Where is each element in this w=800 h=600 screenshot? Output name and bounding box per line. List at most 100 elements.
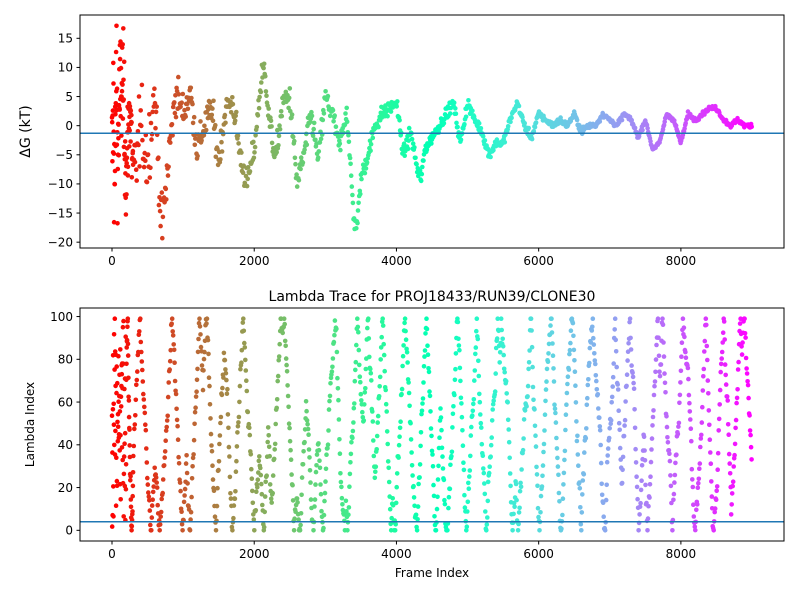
delta-g-point	[110, 108, 116, 113]
delta-g-point	[124, 192, 129, 197]
lambda-point	[131, 443, 137, 449]
lambda-point	[397, 425, 403, 431]
lambda-point	[610, 384, 615, 389]
lambda-point	[614, 364, 619, 370]
lambda-point	[414, 528, 420, 533]
delta-g-point	[110, 159, 115, 164]
lambda-point	[304, 418, 310, 423]
delta-g-point	[522, 121, 527, 126]
lambda-point	[390, 496, 396, 501]
lambda-point	[530, 364, 535, 370]
lambda-point	[579, 528, 584, 533]
lambda-point	[667, 458, 673, 464]
lambda-point	[505, 417, 511, 423]
lambda-point	[327, 393, 333, 399]
lambda-point	[695, 502, 700, 507]
delta-g-point	[482, 138, 488, 143]
lambda-point	[632, 407, 637, 412]
lambda-point	[415, 517, 420, 522]
delta-g-point	[370, 135, 376, 141]
lambda-point	[121, 471, 127, 477]
delta-g-point	[120, 42, 125, 47]
lambda-point	[612, 327, 617, 332]
lambda-point	[629, 363, 634, 368]
lambda-point	[174, 406, 179, 412]
lambda-point	[576, 463, 581, 469]
lambda-point	[127, 443, 132, 448]
delta-g-point	[199, 138, 204, 143]
lambda-point	[211, 488, 217, 494]
lambda-point	[152, 465, 157, 471]
lambda-point	[311, 528, 316, 533]
lambda-point	[142, 410, 148, 416]
delta-g-point	[113, 49, 119, 55]
lambda-point	[231, 515, 236, 521]
lambda-point	[347, 471, 353, 477]
lambda-point	[615, 387, 621, 392]
lambda-point	[234, 444, 240, 449]
delta-g-point	[153, 125, 158, 131]
lambda-point	[563, 412, 569, 418]
lambda-point	[617, 445, 623, 451]
delta-g-point	[147, 112, 152, 117]
lambda-point	[447, 486, 453, 492]
lambda-point	[696, 480, 701, 486]
lambda-point	[712, 506, 718, 511]
delta-g-point	[253, 133, 258, 138]
lambda-point	[742, 316, 747, 322]
lambda-point	[325, 442, 331, 448]
lambda-point	[135, 369, 140, 374]
delta-g-point	[416, 173, 421, 179]
delta-g-point	[344, 105, 350, 111]
lambda-point	[114, 478, 120, 484]
lambda-point	[290, 482, 295, 488]
delta-g-point	[529, 136, 535, 142]
lambda-point	[120, 324, 126, 330]
delta-g-point	[332, 113, 338, 118]
lambda-point	[593, 373, 599, 378]
lambda-point	[494, 336, 500, 341]
lambda-point	[283, 343, 289, 349]
lambda-point	[464, 524, 470, 529]
lambda-point	[481, 466, 486, 471]
lambda-point	[706, 391, 711, 396]
lambda-point	[564, 402, 569, 408]
delta-g-point	[180, 91, 186, 97]
lambda-point	[415, 504, 421, 509]
lambda-point	[725, 398, 730, 403]
lambda-point	[631, 386, 637, 392]
lambda-point	[712, 509, 717, 515]
lambda-point	[694, 507, 699, 513]
delta-g-point	[121, 97, 126, 102]
lambda-point	[237, 399, 242, 405]
lambda-point	[336, 417, 342, 422]
lambda-point	[552, 406, 558, 412]
lambda-point	[439, 445, 445, 451]
delta-g-point	[256, 105, 262, 111]
lambda-point	[468, 453, 473, 459]
delta-g-point	[502, 140, 508, 145]
lambda-point	[430, 464, 436, 469]
lambda-point	[132, 426, 137, 432]
lambda-point	[412, 503, 417, 509]
lambda-point	[561, 470, 567, 476]
lambda-point	[408, 437, 414, 442]
lambda-point	[255, 477, 261, 483]
delta-g-point	[240, 170, 246, 175]
lambda-point	[111, 401, 116, 407]
delta-g-point	[325, 93, 331, 99]
lambda-point	[276, 357, 282, 363]
delta-g-point	[313, 137, 318, 143]
delta-g-point	[189, 95, 194, 101]
delta-g-point	[192, 142, 198, 148]
lambda-point	[217, 441, 222, 447]
delta-g-point	[128, 139, 133, 144]
lambda-point	[681, 325, 687, 331]
lambda-point	[598, 442, 603, 448]
lambda-point	[126, 398, 132, 403]
lambda-point	[516, 521, 521, 527]
lambda-point	[559, 526, 564, 532]
lambda-point	[130, 483, 136, 489]
lambda-point	[687, 400, 692, 406]
lambda-point	[294, 496, 300, 501]
